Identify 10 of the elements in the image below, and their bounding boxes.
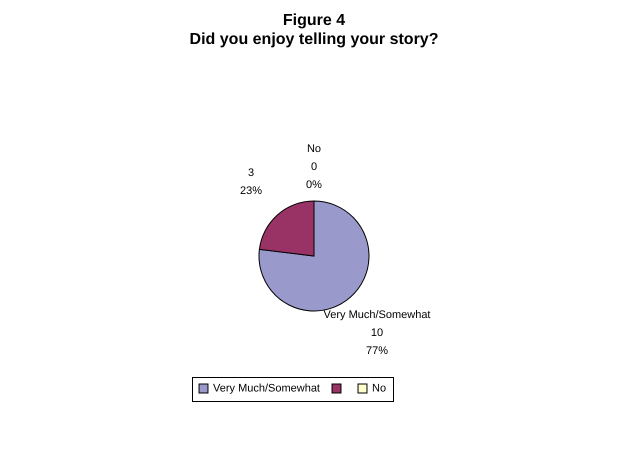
slice-label: Very Much/Somewhat — [323, 309, 430, 322]
chart-subtitle: Did you enjoy telling your story? — [190, 31, 438, 48]
data-label: 10 77% — [366, 327, 388, 358]
text: 0 0% — [306, 161, 322, 191]
category-label: No — [306, 143, 322, 155]
legend-label: No — [372, 382, 386, 395]
pie-slice — [258, 200, 370, 312]
chart-title: Figure 4 — [282, 12, 346, 29]
data-label: 3 23% — [240, 166, 262, 197]
legend-label: Very Much/Somewhat — [213, 382, 320, 395]
